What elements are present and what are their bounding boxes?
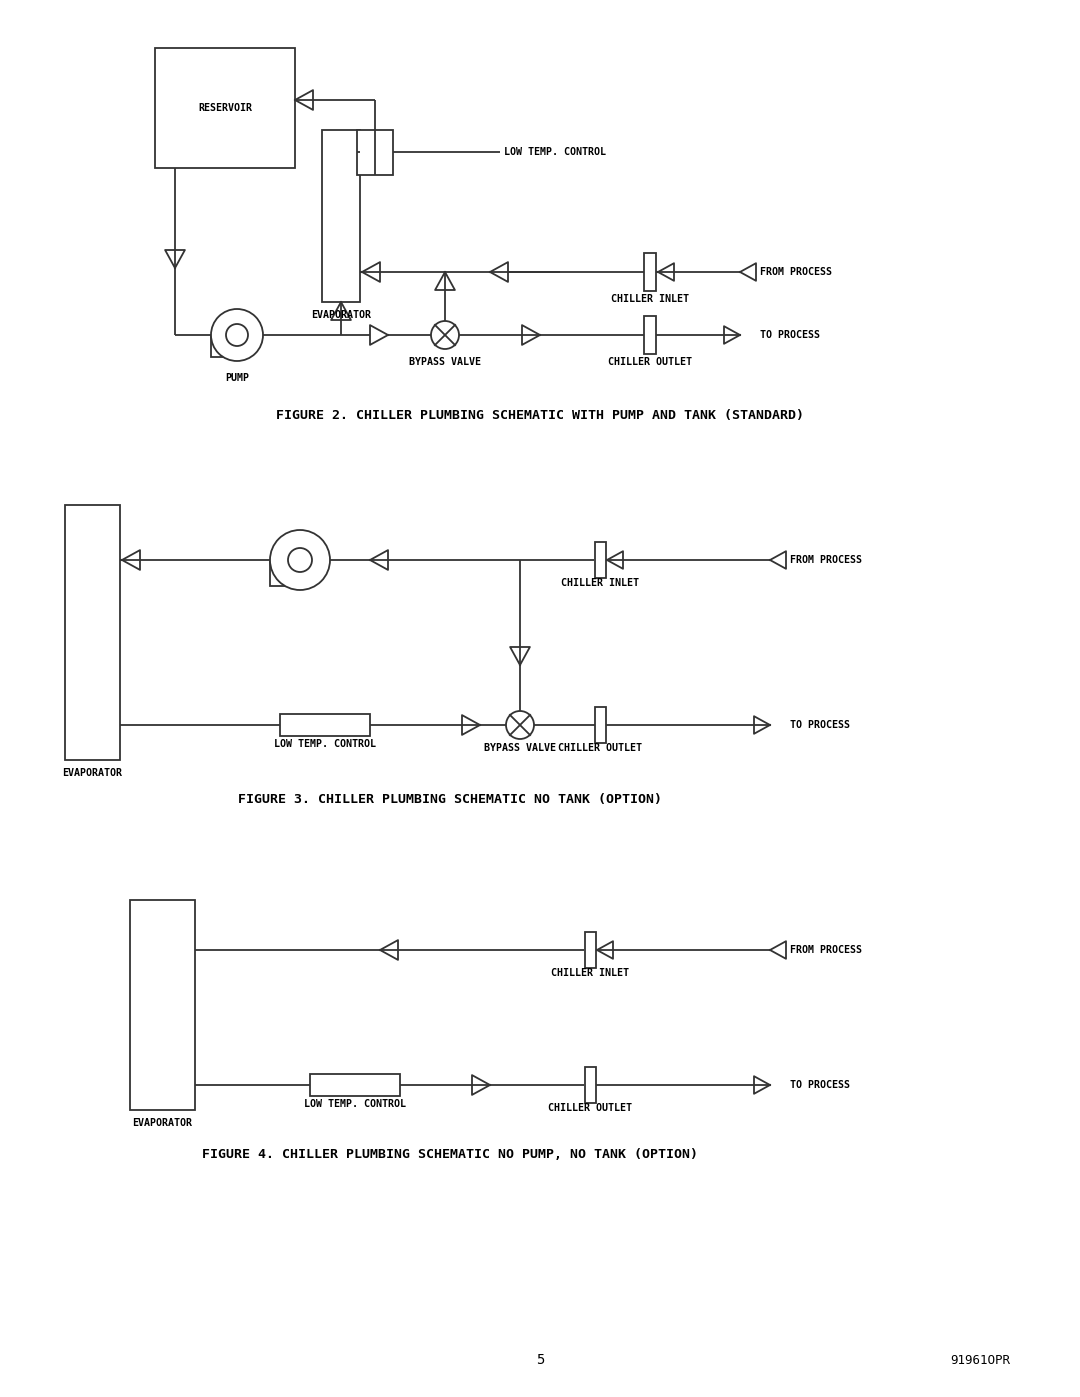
Bar [584,932,595,968]
Circle shape [288,548,312,571]
Bar [322,130,360,302]
Text: EVAPORATOR: EVAPORATOR [133,1118,192,1127]
Circle shape [507,711,534,739]
Bar [156,47,295,168]
Bar [270,560,300,585]
Bar [357,130,393,175]
Bar [211,335,237,358]
Text: LOW TEMP. CONTROL: LOW TEMP. CONTROL [303,1099,406,1109]
Bar [65,504,120,760]
Bar [644,316,656,353]
Text: CHILLER INLET: CHILLER INLET [551,968,629,978]
Circle shape [270,529,330,590]
Text: TO PROCESS: TO PROCESS [789,1080,850,1090]
Text: LOW TEMP. CONTROL: LOW TEMP. CONTROL [504,147,606,156]
Text: CHILLER OUTLET: CHILLER OUTLET [608,358,692,367]
Text: RESERVOIR: RESERVOIR [198,103,252,113]
Circle shape [431,321,459,349]
Bar [594,542,606,578]
Text: TO PROCESS: TO PROCESS [760,330,820,339]
Bar [644,253,656,291]
Text: CHILLER INLET: CHILLER INLET [611,293,689,305]
Text: EVAPORATOR: EVAPORATOR [63,768,122,778]
Circle shape [211,309,264,360]
Text: LOW TEMP. CONTROL: LOW TEMP. CONTROL [274,739,376,749]
Text: 5: 5 [536,1354,544,1368]
Text: FROM PROCESS: FROM PROCESS [789,555,862,564]
Circle shape [226,324,248,346]
Text: CHILLER OUTLET: CHILLER OUTLET [558,743,642,753]
Text: PUMP: PUMP [225,373,249,383]
Text: 91961OPR: 91961OPR [950,1354,1010,1366]
Bar [280,714,370,736]
Text: FIGURE 3. CHILLER PLUMBING SCHEMATIC NO TANK (OPTION): FIGURE 3. CHILLER PLUMBING SCHEMATIC NO … [238,793,662,806]
Text: FROM PROCESS: FROM PROCESS [760,267,832,277]
Text: TO PROCESS: TO PROCESS [789,719,850,731]
Text: FROM PROCESS: FROM PROCESS [789,944,862,956]
Bar [310,1074,400,1097]
Text: EVAPORATOR: EVAPORATOR [311,310,372,320]
Bar [130,900,195,1111]
Bar [584,1067,595,1104]
Text: BYPASS VALVE: BYPASS VALVE [484,743,556,753]
Text: FIGURE 4. CHILLER PLUMBING SCHEMATIC NO PUMP, NO TANK (OPTION): FIGURE 4. CHILLER PLUMBING SCHEMATIC NO … [202,1148,698,1161]
Text: CHILLER OUTLET: CHILLER OUTLET [548,1104,632,1113]
Text: CHILLER INLET: CHILLER INLET [561,578,639,588]
Text: FIGURE 2. CHILLER PLUMBING SCHEMATIC WITH PUMP AND TANK (STANDARD): FIGURE 2. CHILLER PLUMBING SCHEMATIC WIT… [276,408,804,422]
Text: BYPASS VALVE: BYPASS VALVE [409,358,481,367]
Bar [594,707,606,743]
